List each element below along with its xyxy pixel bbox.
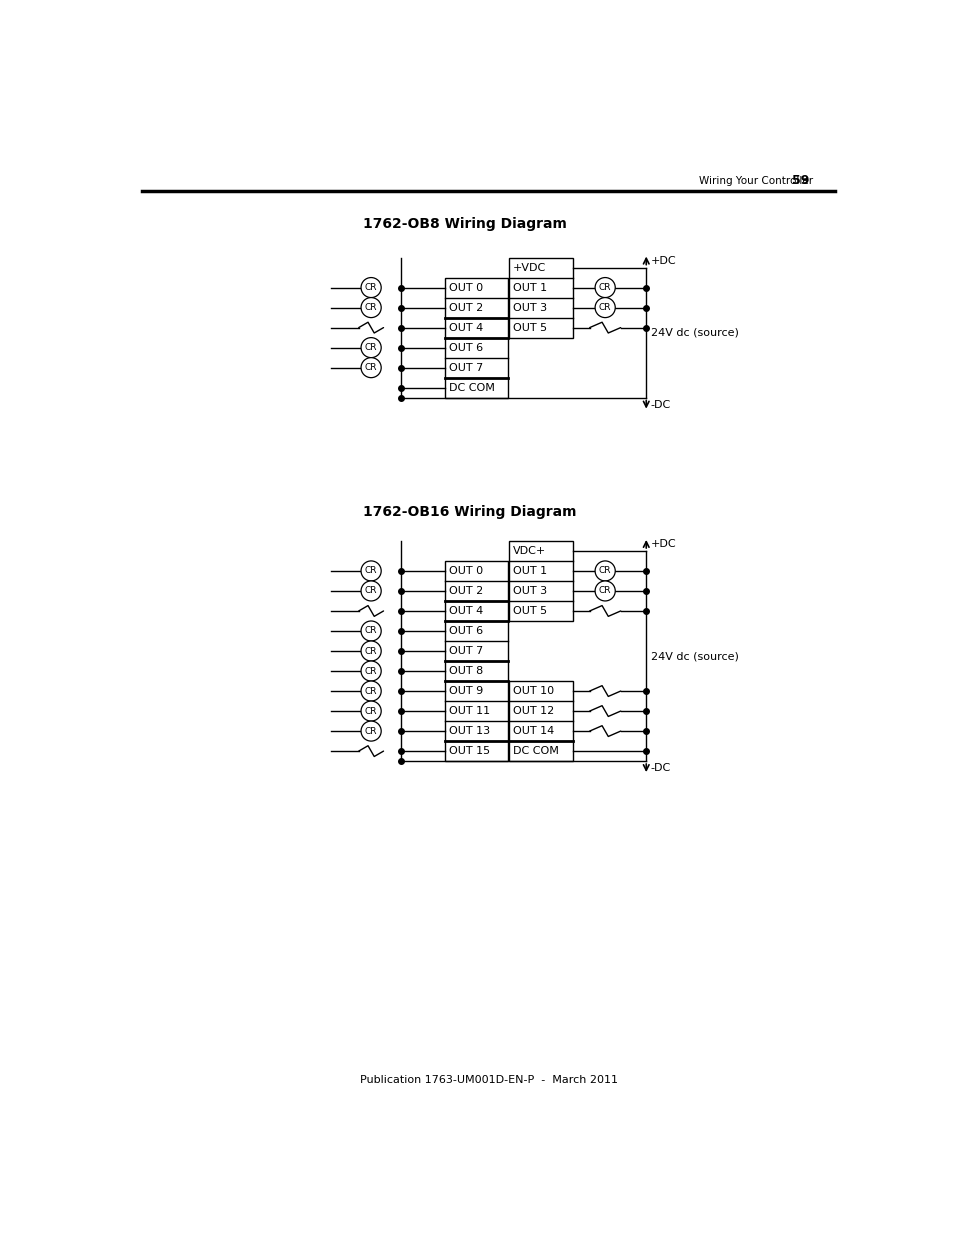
Text: OUT 14: OUT 14: [513, 726, 554, 736]
Text: OUT 13: OUT 13: [448, 726, 489, 736]
Text: +VDC: +VDC: [513, 263, 546, 273]
Circle shape: [360, 561, 381, 580]
Circle shape: [360, 721, 381, 741]
Text: CR: CR: [364, 646, 377, 656]
Text: OUT 4: OUT 4: [448, 606, 482, 616]
Circle shape: [360, 580, 381, 601]
Text: CR: CR: [364, 667, 377, 676]
Text: 1762-OB16 Wiring Diagram: 1762-OB16 Wiring Diagram: [363, 505, 577, 519]
Text: OUT 4: OUT 4: [448, 322, 482, 332]
Text: Publication 1763-UM001D-EN-P  -  March 2011: Publication 1763-UM001D-EN-P - March 201…: [359, 1074, 618, 1084]
Text: CR: CR: [364, 726, 377, 736]
Text: +DC: +DC: [650, 256, 676, 266]
Text: OUT 2: OUT 2: [448, 303, 482, 312]
Circle shape: [360, 680, 381, 701]
Bar: [444, 278, 508, 398]
Circle shape: [595, 580, 615, 601]
Circle shape: [360, 701, 381, 721]
Text: 24V dc (source): 24V dc (source): [650, 327, 738, 337]
Text: OUT 0: OUT 0: [448, 566, 482, 576]
Text: OUT 6: OUT 6: [448, 626, 482, 636]
Circle shape: [360, 641, 381, 661]
Text: DC COM: DC COM: [448, 383, 494, 393]
Text: CR: CR: [364, 303, 377, 312]
Text: CR: CR: [364, 587, 377, 595]
Text: 59: 59: [791, 174, 808, 186]
Text: -DC: -DC: [650, 400, 671, 410]
Text: OUT 3: OUT 3: [513, 585, 546, 597]
Text: OUT 12: OUT 12: [513, 706, 554, 716]
Circle shape: [360, 358, 381, 378]
Text: CR: CR: [364, 283, 377, 291]
Text: CR: CR: [598, 283, 611, 291]
Text: 1762-OB8 Wiring Diagram: 1762-OB8 Wiring Diagram: [363, 216, 567, 231]
Text: +DC: +DC: [650, 538, 676, 550]
Text: OUT 7: OUT 7: [448, 646, 482, 656]
Text: OUT 11: OUT 11: [448, 706, 489, 716]
Text: CR: CR: [598, 587, 611, 595]
Text: OUT 7: OUT 7: [448, 363, 482, 373]
Circle shape: [595, 278, 615, 298]
Circle shape: [360, 661, 381, 680]
Text: CR: CR: [364, 363, 377, 372]
Text: OUT 2: OUT 2: [448, 585, 482, 597]
Text: OUT 5: OUT 5: [513, 322, 546, 332]
Bar: [509, 541, 572, 621]
Text: OUT 8: OUT 8: [448, 666, 482, 676]
Text: OUT 9: OUT 9: [448, 687, 482, 697]
Text: OUT 5: OUT 5: [513, 606, 546, 616]
Circle shape: [360, 337, 381, 358]
Text: VDC+: VDC+: [513, 546, 546, 556]
Text: CR: CR: [364, 343, 377, 352]
Bar: [509, 680, 572, 761]
Text: CR: CR: [364, 626, 377, 636]
Text: OUT 0: OUT 0: [448, 283, 482, 293]
Text: CR: CR: [598, 567, 611, 576]
Text: CR: CR: [364, 687, 377, 695]
Text: Wiring Your Controller: Wiring Your Controller: [699, 175, 812, 185]
Text: OUT 1: OUT 1: [513, 283, 546, 293]
Text: -DC: -DC: [650, 763, 671, 773]
Text: 24V dc (source): 24V dc (source): [650, 651, 738, 661]
Text: DC COM: DC COM: [513, 746, 558, 756]
Circle shape: [595, 298, 615, 317]
Text: CR: CR: [364, 706, 377, 715]
Circle shape: [360, 621, 381, 641]
Bar: [509, 258, 572, 337]
Text: OUT 6: OUT 6: [448, 342, 482, 353]
Circle shape: [595, 561, 615, 580]
Text: CR: CR: [598, 303, 611, 312]
Text: OUT 3: OUT 3: [513, 303, 546, 312]
Text: CR: CR: [364, 567, 377, 576]
Circle shape: [360, 298, 381, 317]
Text: OUT 10: OUT 10: [513, 687, 554, 697]
Text: OUT 1: OUT 1: [513, 566, 546, 576]
Text: OUT 15: OUT 15: [448, 746, 489, 756]
Circle shape: [360, 278, 381, 298]
Bar: [444, 561, 508, 761]
